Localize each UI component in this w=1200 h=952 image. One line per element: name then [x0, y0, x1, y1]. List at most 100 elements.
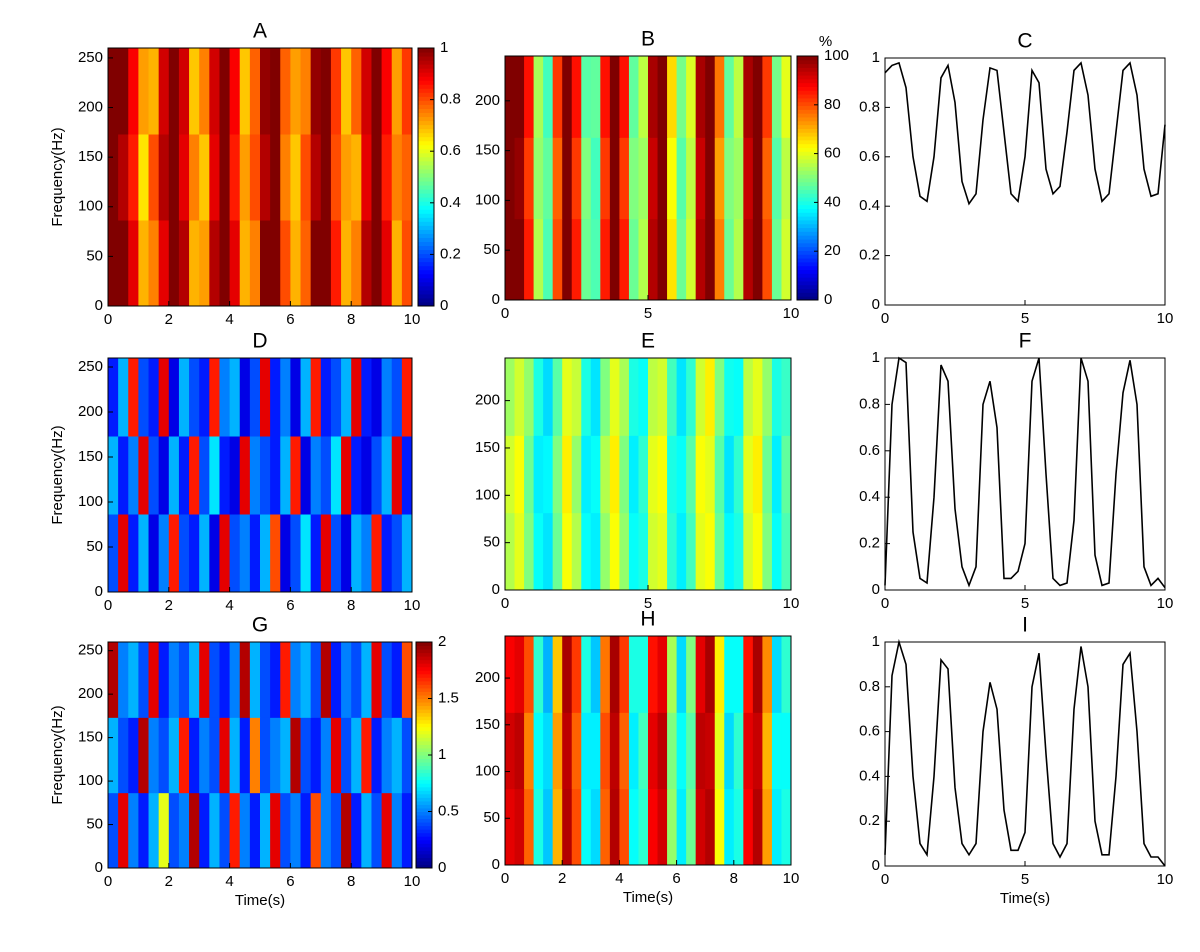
heatmap-cell [260, 48, 271, 135]
colorbar-swatch [418, 293, 434, 299]
colorbar-swatch [418, 152, 434, 158]
colorbar-swatch [418, 265, 434, 271]
heatmap-cell [609, 788, 620, 866]
heatmap-cell [505, 358, 516, 436]
heatmap-cell [514, 636, 525, 713]
x-tick-label: 5 [1021, 871, 1029, 888]
heatmap-cell [724, 218, 735, 301]
heatmap-cell [552, 218, 563, 301]
heatmap-cell [619, 137, 630, 220]
colorbar-swatch [797, 147, 818, 152]
heatmap-cell [310, 436, 322, 515]
colorbar-swatch [416, 776, 432, 781]
colorbar-swatch [416, 815, 432, 820]
heatmap-cell [128, 48, 139, 135]
heatmap-cell [733, 512, 744, 591]
colorbar-swatch [418, 104, 434, 109]
heatmap-cell [533, 435, 544, 514]
heatmap-cell [571, 56, 582, 138]
heatmap-cell [609, 636, 620, 713]
y-tick-label: 100 [78, 198, 103, 215]
heatmap-cell [290, 642, 302, 718]
heatmap-cell [590, 358, 601, 436]
colorbar-swatch [416, 755, 432, 760]
colorbar-swatch [418, 92, 434, 97]
heatmap-cell [239, 358, 251, 437]
heatmap-cell [619, 636, 630, 713]
axes-box [107, 641, 413, 869]
colorbar-swatch [797, 216, 818, 221]
heatmap-cell [714, 636, 725, 713]
heatmap-cell [771, 56, 782, 138]
heatmap-cell [168, 792, 180, 869]
colorbar-swatch [797, 178, 818, 183]
heatmap-cell [628, 636, 639, 713]
heatmap-cell [762, 435, 773, 514]
heatmap-cell [524, 636, 535, 713]
heatmap-cell [391, 717, 403, 794]
heatmap-cell [733, 435, 744, 514]
heatmap-cell [371, 642, 383, 718]
heatmap-cell [619, 218, 630, 301]
colorbar-frame [796, 55, 819, 301]
heatmap-cell [300, 134, 312, 221]
heatmap-cell [138, 358, 150, 437]
y-tick-label: 0 [492, 581, 500, 598]
y-axis-label: Frequency(Hz) [49, 425, 66, 524]
heatmap-cell [310, 514, 322, 593]
heatmap-cell [686, 788, 697, 866]
heatmap-cell [158, 134, 170, 221]
colorbar-swatch [416, 702, 432, 707]
heatmap-cell [781, 788, 792, 866]
heatmap-cell [209, 134, 220, 221]
colorbar-swatch [416, 762, 432, 767]
heatmap-cell [310, 717, 322, 794]
colorbar-swatch [418, 88, 434, 93]
heatmap-cell [300, 48, 312, 135]
x-tick-label: 4 [225, 311, 233, 328]
colorbar-tick-label: 2 [438, 633, 446, 650]
heatmap-cell [657, 512, 668, 591]
heatmap-cell [667, 137, 678, 220]
colorbar-swatch [416, 790, 432, 795]
heatmap-cell [330, 48, 342, 135]
colorbar-swatch [416, 818, 432, 823]
colorbar-swatch [797, 265, 818, 270]
heatmap-cell [280, 220, 291, 307]
heatmap-cell [733, 358, 744, 436]
heatmap-cell [300, 792, 312, 869]
heatmap-cell [743, 435, 754, 514]
heatmap-cell [714, 788, 725, 866]
heatmap-cell [619, 788, 630, 866]
heatmap-cell [571, 636, 582, 713]
colorbar-tick-label: 100 [824, 47, 849, 64]
heatmap-cell [381, 717, 393, 794]
heatmap-cell [638, 636, 649, 713]
heatmap-cell [361, 514, 372, 593]
colorbar-swatch [418, 112, 434, 118]
colorbar-swatch [418, 140, 434, 146]
colorbar-swatch [418, 273, 434, 279]
heatmap-cell [600, 56, 611, 138]
heatmap-cell [533, 636, 544, 713]
heatmap-cell [178, 514, 190, 593]
colorbar-swatch [416, 659, 432, 664]
colorbar-swatch [797, 189, 818, 194]
heatmap-cell [705, 636, 716, 713]
heatmap-cell [290, 220, 302, 307]
heatmap-cell [752, 788, 763, 866]
heatmap-cell [571, 512, 582, 591]
y-tick-label: 50 [483, 534, 500, 551]
x-tick-label: 2 [165, 873, 173, 890]
heatmap-cell [657, 712, 668, 790]
colorbar-swatch [418, 116, 434, 122]
x-tick-label: 8 [730, 870, 738, 887]
heatmap-cell [148, 792, 160, 869]
heatmap-cell [300, 717, 312, 794]
colorbar-swatch [416, 656, 432, 661]
heatmap-cell [628, 137, 639, 220]
y-tick-label: 50 [86, 247, 103, 264]
colorbar-swatch [416, 857, 432, 862]
heatmap-cell [628, 218, 639, 301]
heatmap-cell [381, 48, 393, 135]
